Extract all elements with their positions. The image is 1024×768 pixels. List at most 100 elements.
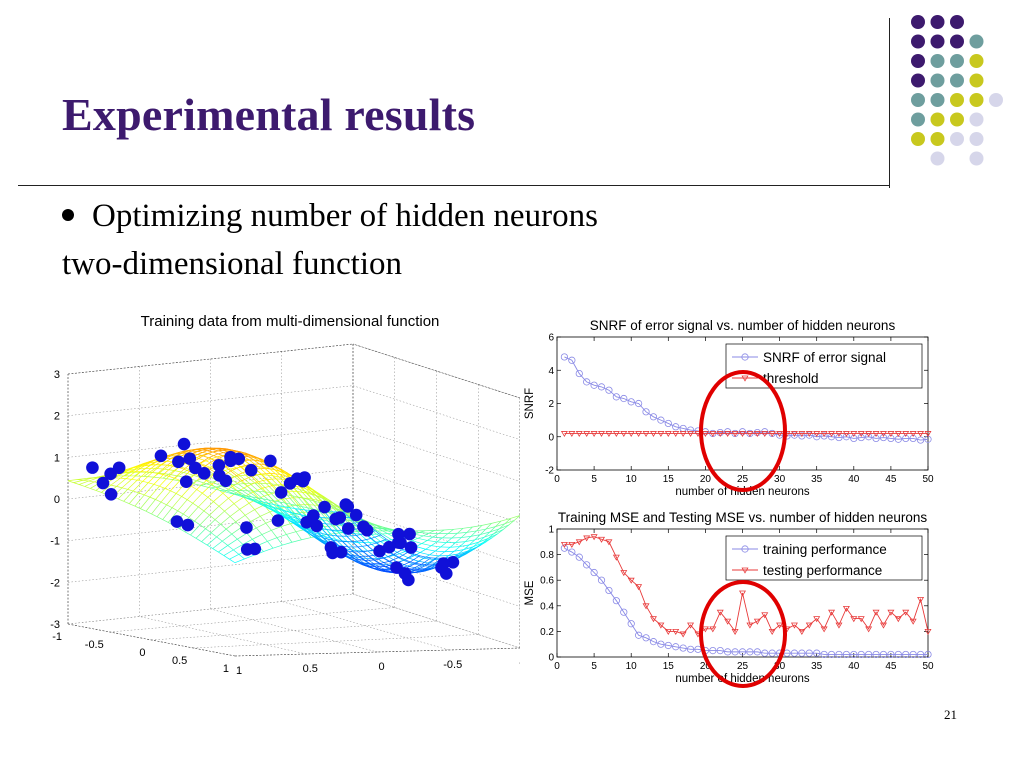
mesh-line [348, 517, 355, 524]
mesh-line [116, 478, 127, 487]
mesh-line [500, 518, 511, 522]
mesh-line [225, 490, 236, 495]
mesh-line [210, 487, 221, 491]
snrf-chart: SNRF of error signal vs. number of hidde… [524, 318, 934, 498]
axis-edge [67, 623, 236, 657]
data-point [575, 431, 583, 438]
data-point [635, 631, 643, 639]
mesh-line [285, 502, 291, 505]
mesh-line [183, 502, 194, 515]
mesh-line [458, 552, 465, 556]
data-point [768, 649, 776, 657]
mesh-line [417, 564, 428, 570]
mesh-line [174, 470, 184, 473]
mesh-line [164, 468, 175, 471]
x-tick-label: 0 [554, 661, 560, 672]
mesh-line [124, 472, 131, 477]
mesh-line [248, 497, 259, 502]
mesh-line [374, 524, 380, 527]
mesh-line [322, 528, 332, 531]
mesh-line [361, 540, 368, 546]
mesh-line [310, 533, 321, 540]
mesh-line [138, 482, 149, 494]
x-tick-label: 45 [885, 661, 897, 672]
mesh-line [484, 533, 494, 538]
mesh-line [378, 528, 384, 530]
bullet-dot-icon [62, 209, 74, 222]
data-point [872, 434, 880, 443]
mesh-line [423, 535, 433, 538]
data-point [649, 413, 658, 421]
mesh-line [351, 559, 358, 563]
mesh-line [336, 508, 343, 512]
mesh-line [239, 509, 246, 516]
mesh-line [331, 506, 338, 509]
mesh-line [203, 510, 210, 516]
mesh-line [276, 504, 287, 508]
data-point [761, 612, 769, 619]
mesh-line [491, 520, 502, 524]
mesh-line [196, 489, 203, 494]
mesh-line [259, 516, 267, 524]
data-point [686, 645, 695, 653]
mesh-line [292, 518, 299, 522]
data-point [894, 650, 902, 659]
mesh-line [327, 500, 334, 504]
mesh-line [421, 540, 428, 544]
mesh-line [261, 474, 272, 485]
mesh-line [160, 501, 167, 506]
mesh-line [315, 495, 322, 502]
mesh-line [266, 478, 276, 481]
mesh-line [383, 528, 390, 530]
x-tick-label: 15 [663, 661, 675, 672]
mesh-line [321, 497, 328, 501]
mesh-line [191, 482, 202, 486]
mesh-line [192, 492, 203, 504]
mesh-line [410, 561, 416, 564]
mesh-line [380, 563, 386, 567]
mesh-line [460, 553, 467, 558]
x-tick-label: 1 [236, 665, 242, 677]
decor-dot [930, 73, 945, 88]
mesh-line [266, 479, 273, 486]
data-point [924, 431, 932, 438]
mesh-line [198, 496, 209, 508]
mesh-line [403, 559, 414, 565]
mesh-line [147, 473, 158, 483]
mesh-line [265, 522, 272, 531]
mesh-line [234, 558, 245, 564]
mesh-line [178, 450, 189, 453]
mesh-line [183, 513, 190, 518]
data-point [798, 649, 806, 657]
decor-dot [950, 15, 964, 29]
z-tick-label: -1 [50, 536, 60, 548]
mesh-line [210, 532, 217, 538]
y-tick-label: 0.4 [540, 601, 554, 612]
mesh-line [290, 503, 301, 515]
mesh-line [489, 528, 500, 533]
mesh-line [274, 511, 285, 517]
mesh-line [230, 468, 241, 477]
data-point [835, 650, 843, 659]
mesh-line [221, 485, 232, 491]
mesh-line [224, 510, 231, 517]
x-tick-label: 25 [737, 474, 749, 485]
mesh-line [225, 448, 236, 452]
mesh-line [450, 546, 460, 548]
x-tick-label: 45 [885, 474, 897, 485]
data-point [583, 535, 591, 542]
mesh-line [280, 526, 287, 535]
z-tick-label: 2 [54, 411, 60, 423]
mesh-line [261, 534, 268, 542]
decor-dot [969, 112, 984, 127]
decor-dot [930, 93, 945, 107]
mesh-line [132, 465, 142, 469]
mesh-line [73, 482, 80, 485]
mesh-line [372, 567, 378, 571]
mesh-line [489, 526, 496, 533]
mesh-line [96, 476, 107, 478]
mesh-line [231, 533, 238, 540]
sample-point [112, 461, 126, 475]
mesh-line [338, 545, 349, 548]
sample-point [240, 543, 254, 556]
